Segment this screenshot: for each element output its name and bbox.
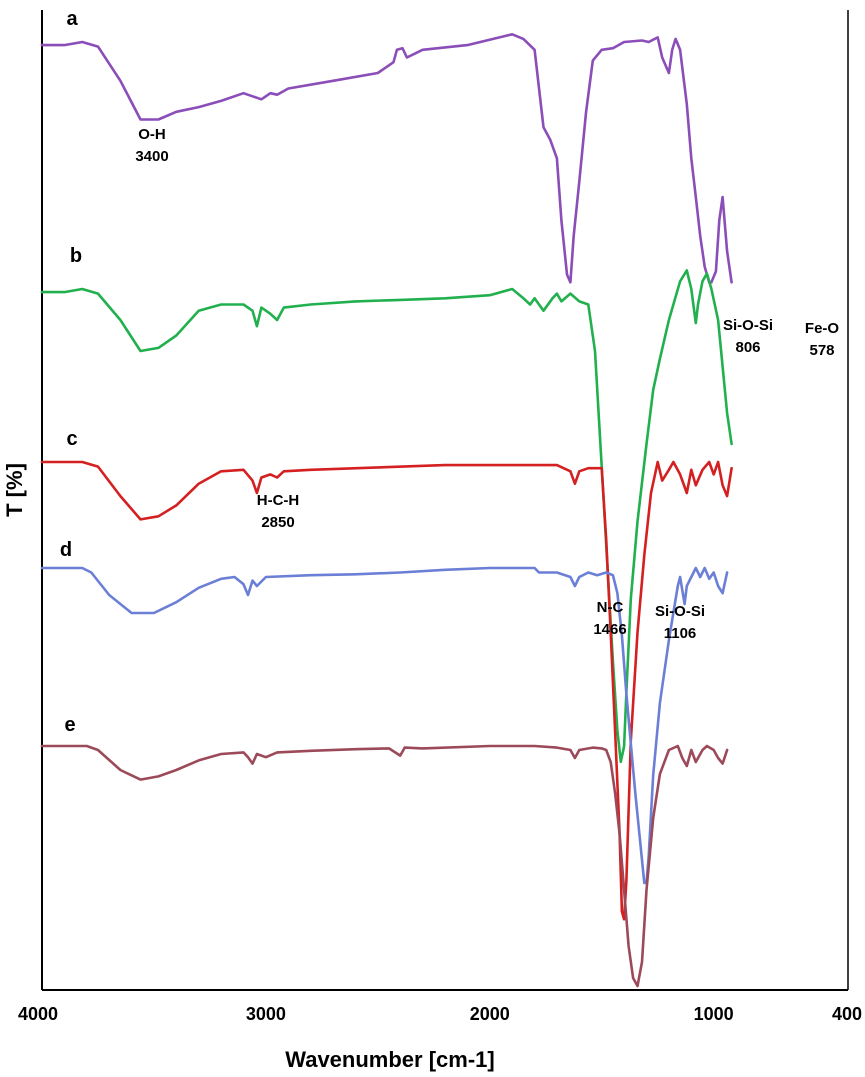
annotation-value: 2850 — [261, 514, 294, 531]
annotation-label: Si-O-Si — [723, 317, 773, 334]
series-line-a — [40, 33, 733, 284]
annotation-value: 1106 — [664, 625, 697, 642]
series-line-c — [40, 460, 733, 921]
y-axis-title: T [%] — [2, 463, 27, 517]
plot-frame — [41, 10, 849, 991]
x-tick-label-4000: 4000 — [18, 1004, 58, 1024]
annotation-label: Fe-O — [805, 320, 840, 337]
x-axis-title: Wavenumber [cm-1] — [285, 1047, 494, 1072]
annotation-value: 578 — [809, 342, 834, 359]
series-group — [40, 33, 733, 988]
x-tick-label-2000: 2000 — [470, 1004, 510, 1024]
series-label-e: e — [64, 714, 75, 736]
series-labels: a b c d e — [60, 8, 82, 736]
series-label-a: a — [66, 8, 78, 30]
annotation-value: 806 — [735, 339, 760, 356]
peak-annotations: O-H 3400 H-C-H 2850 N-C 1466 Si-O-Si 1106 Si-O-S… — [135, 126, 839, 642]
series-line-e — [40, 744, 729, 988]
x-tick-label-1000: 1000 — [694, 1004, 734, 1024]
series-label-d: d — [60, 539, 72, 561]
x-tick-label-3000: 3000 — [246, 1004, 286, 1024]
annotation-value: 1466 — [593, 621, 626, 638]
annotation-label: Si-O-Si — [655, 603, 705, 620]
series-line-b — [40, 269, 733, 764]
annotation-value: 3400 — [135, 148, 168, 165]
annotation-label: H-C-H — [257, 492, 300, 509]
series-label-b: b — [70, 245, 82, 267]
x-tick-label-400: 400 — [832, 1004, 862, 1024]
series-line-d — [40, 566, 729, 885]
x-tick-labels: 4000 3000 2000 1000 400 — [18, 1004, 862, 1024]
annotation-label: N-C — [597, 599, 624, 616]
annotation-label: O-H — [138, 126, 166, 143]
series-label-c: c — [66, 428, 77, 450]
